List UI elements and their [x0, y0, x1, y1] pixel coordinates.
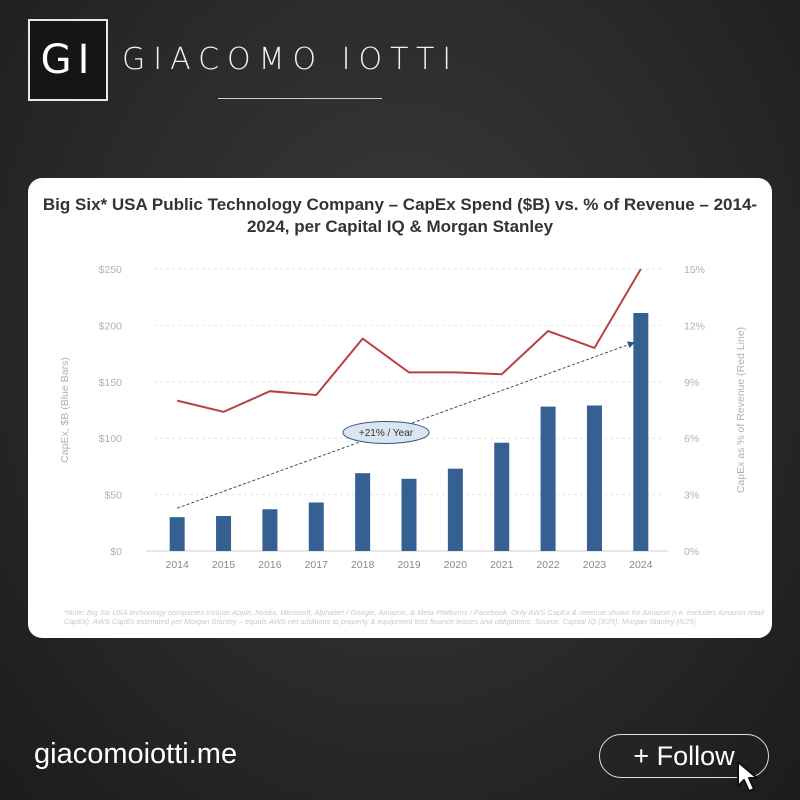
bar: [447, 468, 463, 551]
x-tick-label: 2017: [305, 559, 329, 571]
follow-button[interactable]: + Follow: [599, 734, 769, 778]
y-right-tick-label: 3%: [684, 490, 699, 502]
y-axis-label: CapEx, $B (Blue Bars): [59, 357, 71, 463]
y-tick-label: $150: [99, 377, 123, 389]
y-right-tick-label: 15%: [684, 264, 705, 276]
x-tick-label: 2019: [397, 559, 421, 571]
y-tick-label: $250: [99, 264, 123, 276]
trend-label-bubble: [342, 420, 430, 444]
x-tick-label: 2016: [258, 559, 282, 571]
bar: [540, 406, 556, 551]
y-right-tick-label: 0%: [684, 546, 699, 558]
bar: [169, 517, 185, 551]
x-tick-label: 2024: [629, 559, 653, 571]
x-tick-label: 2020: [444, 559, 468, 571]
logo: GI: [28, 19, 108, 101]
y-tick-label: $0: [110, 546, 122, 558]
brand-name: GIACOMO IOTTI: [122, 42, 460, 77]
bar: [586, 405, 602, 551]
chart-note: *Note: Big Six USA technology companies …: [64, 608, 764, 626]
y-right-tick-label: 6%: [684, 433, 699, 445]
bar: [262, 509, 278, 551]
y-tick-label: $100: [99, 433, 123, 445]
y-tick-label: $200: [99, 320, 123, 332]
bar: [494, 442, 510, 551]
mouse-cursor-icon: [737, 761, 758, 792]
bar: [216, 516, 232, 551]
y-right-tick-label: 12%: [684, 320, 705, 332]
site-link[interactable]: giacomoiotti.me: [34, 738, 238, 770]
bar: [355, 473, 371, 551]
chart-card: Big Six* USA Public Technology Company –…: [28, 178, 772, 638]
revenue-pct-line: [176, 268, 642, 413]
y-right-axis-label: CapEx as % of Revenue (Red Line): [735, 327, 747, 493]
brand-underline: [218, 98, 382, 99]
chart-svg: $0 0% $50 3% $100 6% $150 9% $200 12% $250 15% 2014 2…: [59, 264, 747, 571]
y-tick-label: $50: [104, 490, 122, 502]
bar: [633, 312, 649, 551]
trend-arrowhead: [627, 341, 635, 348]
x-tick-label: 2022: [536, 559, 560, 571]
trend-label: +21% / Year: [359, 428, 414, 439]
bar: [401, 478, 417, 551]
chart-title: Big Six* USA Public Technology Company –…: [42, 195, 758, 236]
x-tick-label: 2015: [212, 559, 236, 571]
x-tick-label: 2023: [583, 559, 607, 571]
x-tick-label: 2018: [351, 559, 375, 571]
trend-line: [177, 341, 635, 509]
y-right-tick-label: 9%: [684, 377, 699, 389]
x-tick-label: 2014: [166, 559, 190, 571]
bar: [308, 502, 324, 551]
x-tick-label: 2021: [490, 559, 514, 571]
